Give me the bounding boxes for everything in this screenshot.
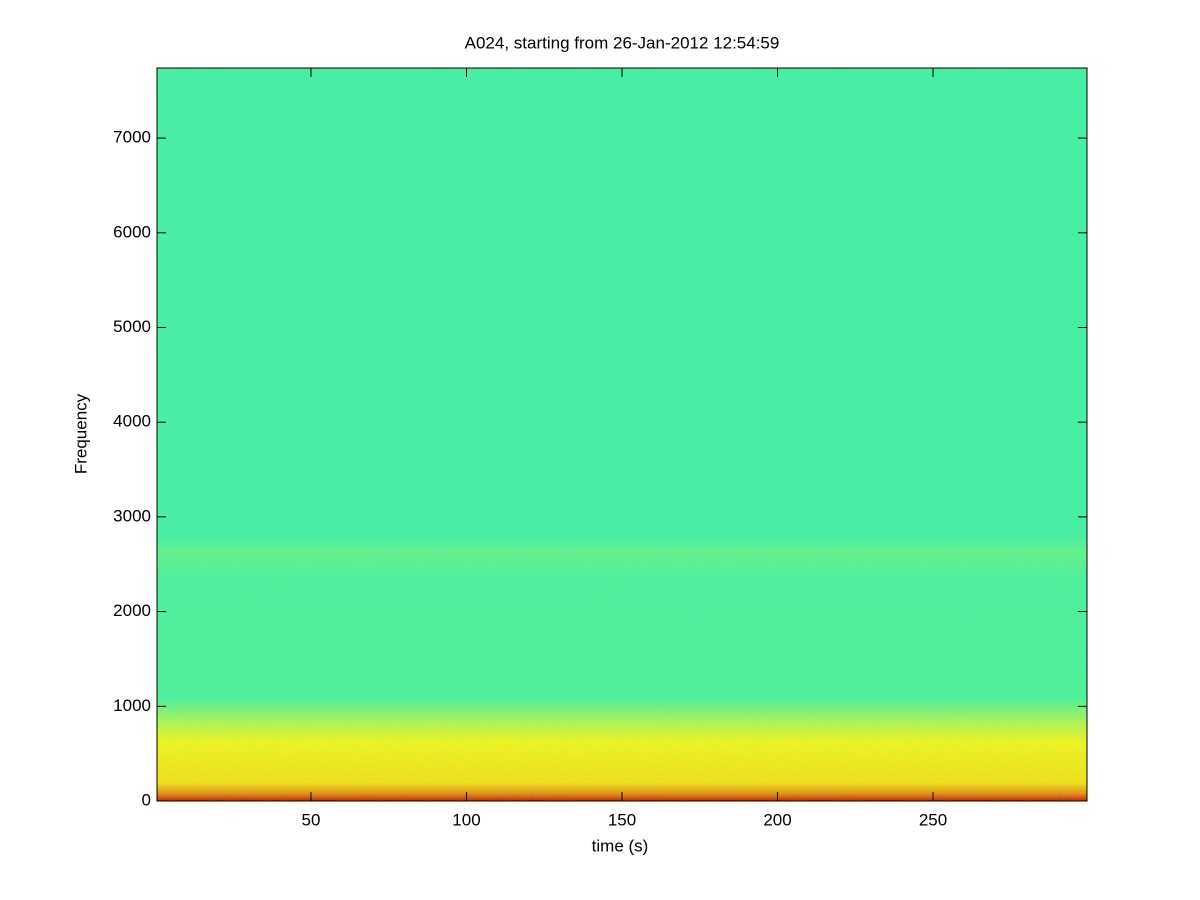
y-axis-label: Frequency bbox=[71, 393, 90, 474]
y-tick-label: 5000 bbox=[113, 317, 151, 336]
y-tick-label: 7000 bbox=[113, 128, 151, 147]
y-tick-label: 1000 bbox=[113, 696, 151, 715]
y-tick-label: 6000 bbox=[113, 222, 151, 241]
x-tick-label: 100 bbox=[452, 810, 480, 829]
y-tick-label: 3000 bbox=[113, 506, 151, 525]
chart-title: A024, starting from 26-Jan-2012 12:54:59 bbox=[465, 33, 780, 52]
x-axis-label: time (s) bbox=[592, 836, 649, 855]
x-tick-label: 200 bbox=[763, 810, 791, 829]
x-tick-label: 150 bbox=[608, 810, 636, 829]
y-tick-label: 4000 bbox=[113, 412, 151, 431]
spectrogram-texture bbox=[157, 68, 1087, 801]
y-tick-label: 0 bbox=[142, 790, 151, 809]
x-tick-label: 50 bbox=[302, 810, 321, 829]
x-tick-label: 250 bbox=[919, 810, 947, 829]
y-tick-label: 2000 bbox=[113, 601, 151, 620]
